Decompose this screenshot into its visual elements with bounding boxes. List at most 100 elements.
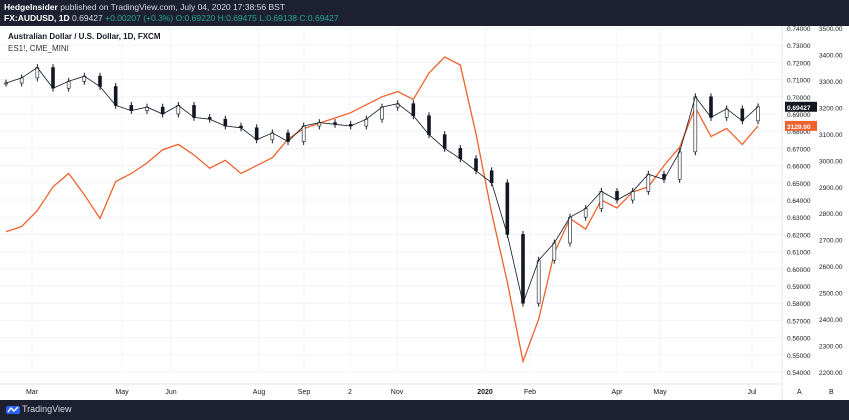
y-tick-label-audusd: 0.56000 <box>787 336 811 343</box>
audusd-candle-body <box>568 216 572 244</box>
y-tick-label-es: 2400.00 <box>819 317 843 324</box>
audusd-series-line <box>5 67 759 305</box>
last-price: 0.69427 <box>72 13 103 23</box>
x-tick-label: Jun <box>165 389 176 396</box>
audusd-candle-body <box>364 118 369 127</box>
audusd-candle-body <box>427 115 431 135</box>
audusd-candle-body <box>113 86 118 106</box>
y-tick-label-audusd: 0.66000 <box>787 164 811 171</box>
audusd-candle-body <box>552 242 557 261</box>
audusd-candle-body <box>223 118 228 127</box>
audusd-candle-body <box>630 191 635 201</box>
y-tick-label-es: 3000.00 <box>819 158 843 165</box>
audusd-candle-body <box>160 106 165 115</box>
y-tick-label-audusd: 0.60000 <box>787 267 811 274</box>
audusd-candle-body <box>442 134 447 149</box>
audusd-candle-body <box>536 259 541 304</box>
y-tick-label-es: 3500.00 <box>819 26 843 33</box>
y-tick-label-es: 2500.00 <box>819 291 843 298</box>
audusd-candle-body <box>301 125 306 142</box>
y-tick-label-es: 3200.00 <box>819 105 843 112</box>
audusd-candle-body <box>51 67 55 89</box>
audusd-candle-body <box>646 173 651 192</box>
y-tick-label-audusd: 0.74000 <box>787 26 811 33</box>
y-tick-label-es: 2700.00 <box>819 238 843 245</box>
price-chart[interactable]: Mar May Jun Aug Sep 2 Nov 2020 Feb Apr May Jul 0.740… <box>0 26 849 400</box>
chart-legend: Australian Dollar / U.S. Dollar, 1D, FXC… <box>8 31 160 55</box>
publication-header: HedgeInsider published on TradingView.co… <box>0 0 849 26</box>
y-tick-label-audusd: 0.62000 <box>787 232 811 239</box>
y-tick-label-audusd: 0.71000 <box>787 78 811 85</box>
published-text: published on TradingView.com, July 04, 2… <box>60 2 286 12</box>
audusd-candle-body <box>129 105 134 111</box>
y-tick-label-audusd: 0.67000 <box>787 146 811 153</box>
audusd-candle-body <box>254 127 259 141</box>
publisher-name[interactable]: HedgeInsider <box>4 2 58 12</box>
audusd-candle-body <box>380 106 384 120</box>
y-tick-label-audusd: 0.69000 <box>787 112 811 119</box>
tradingview-logo-icon <box>6 406 20 414</box>
scale-button-a[interactable]: A <box>797 389 802 396</box>
audusd-candle-body <box>599 191 604 209</box>
audusd-candle-body <box>270 132 275 141</box>
audusd-candle-body <box>740 108 745 122</box>
x-tick-label: Apr <box>612 389 624 396</box>
ohlc-values: O:0.69220 H:0.69475 L:0.69138 C:0.69427 <box>175 13 339 23</box>
y-tick-label-es: 3300.00 <box>819 79 843 86</box>
audusd-candle-body <box>693 96 698 153</box>
legend-main-symbol: Australian Dollar / U.S. Dollar, 1D, FXC… <box>8 32 161 41</box>
y-tick-label-audusd: 0.61000 <box>787 250 811 257</box>
price-change: +0.00207 (+0.3%) <box>105 13 174 23</box>
audusd-last-label-bg <box>785 101 817 112</box>
audusd-last-label: 0.69427 <box>787 105 811 112</box>
y-tick-label-es: 2900.00 <box>819 185 843 192</box>
y-tick-label-es: 3400.00 <box>819 52 843 59</box>
audusd-candle-body <box>192 105 196 118</box>
y-tick-label-audusd: 0.73000 <box>787 43 811 50</box>
audusd-candle-body <box>474 158 478 172</box>
chart-area[interactable]: Mar May Jun Aug Sep 2 Nov 2020 Feb Apr May Jul 0.740… <box>0 26 849 400</box>
x-tick-label: Jul <box>748 389 757 396</box>
audusd-candle-body <box>756 106 760 122</box>
publication-info: HedgeInsider published on TradingView.co… <box>4 2 285 12</box>
tradingview-footer: TradingView <box>0 400 849 420</box>
audusd-candle-body <box>615 191 619 201</box>
symbol-line: FX:AUDUSD, 1D <box>4 13 70 23</box>
y-tick-label-audusd: 0.63000 <box>787 215 811 222</box>
y-tick-label-es: 2300.00 <box>819 344 843 351</box>
y-tick-label-audusd: 0.55000 <box>787 353 811 360</box>
y-tick-label-audusd: 0.58000 <box>787 301 811 308</box>
chart-background <box>0 26 849 400</box>
audusd-candle-body <box>411 103 416 117</box>
symbol-info: FX:AUDUSD, 1D 0.69427 +0.00207 (+0.3%) O… <box>4 13 339 23</box>
y-tick-label-audusd: 0.65000 <box>787 181 811 188</box>
audusd-candle-body <box>458 148 463 160</box>
y-tick-label-audusd: 0.70000 <box>787 95 811 102</box>
y-tick-label-audusd: 0.68000 <box>787 129 811 136</box>
audusd-candle-body <box>583 208 588 218</box>
legend-secondary-symbol: ES1!, CME_MINI <box>8 44 69 53</box>
x-tick-label: May <box>653 389 667 396</box>
audusd-candle-body <box>489 170 494 184</box>
y-tick-label-audusd: 0.72000 <box>787 60 811 67</box>
y-tick-label-audusd: 0.64000 <box>787 198 811 205</box>
x-tick-label: May <box>115 389 129 396</box>
scale-button-b[interactable]: B <box>829 389 834 396</box>
y-tick-label-es: 2800.00 <box>819 211 843 218</box>
audusd-candle-body <box>709 96 713 118</box>
x-tick-label: 2 <box>348 389 352 396</box>
audusd-candle-body <box>724 108 729 118</box>
y-tick-label-audusd: 0.59000 <box>787 284 811 291</box>
x-tick-label: Mar <box>26 389 39 396</box>
y-tick-label-es: 2200.00 <box>819 370 843 377</box>
audusd-candle-body <box>677 151 682 180</box>
y-tick-label-audusd: 0.54000 <box>787 370 811 377</box>
es-last-label: 3129.00 <box>787 124 811 131</box>
audusd-candle-body <box>4 82 8 85</box>
tradingview-brand: TradingView <box>22 404 72 414</box>
x-tick-label: Nov <box>391 389 404 396</box>
audusd-candle-body <box>505 182 510 235</box>
es-last-label-bg <box>785 120 817 131</box>
y-tick-label-es: 3100.00 <box>819 132 843 139</box>
x-tick-label: 2020 <box>477 389 493 396</box>
